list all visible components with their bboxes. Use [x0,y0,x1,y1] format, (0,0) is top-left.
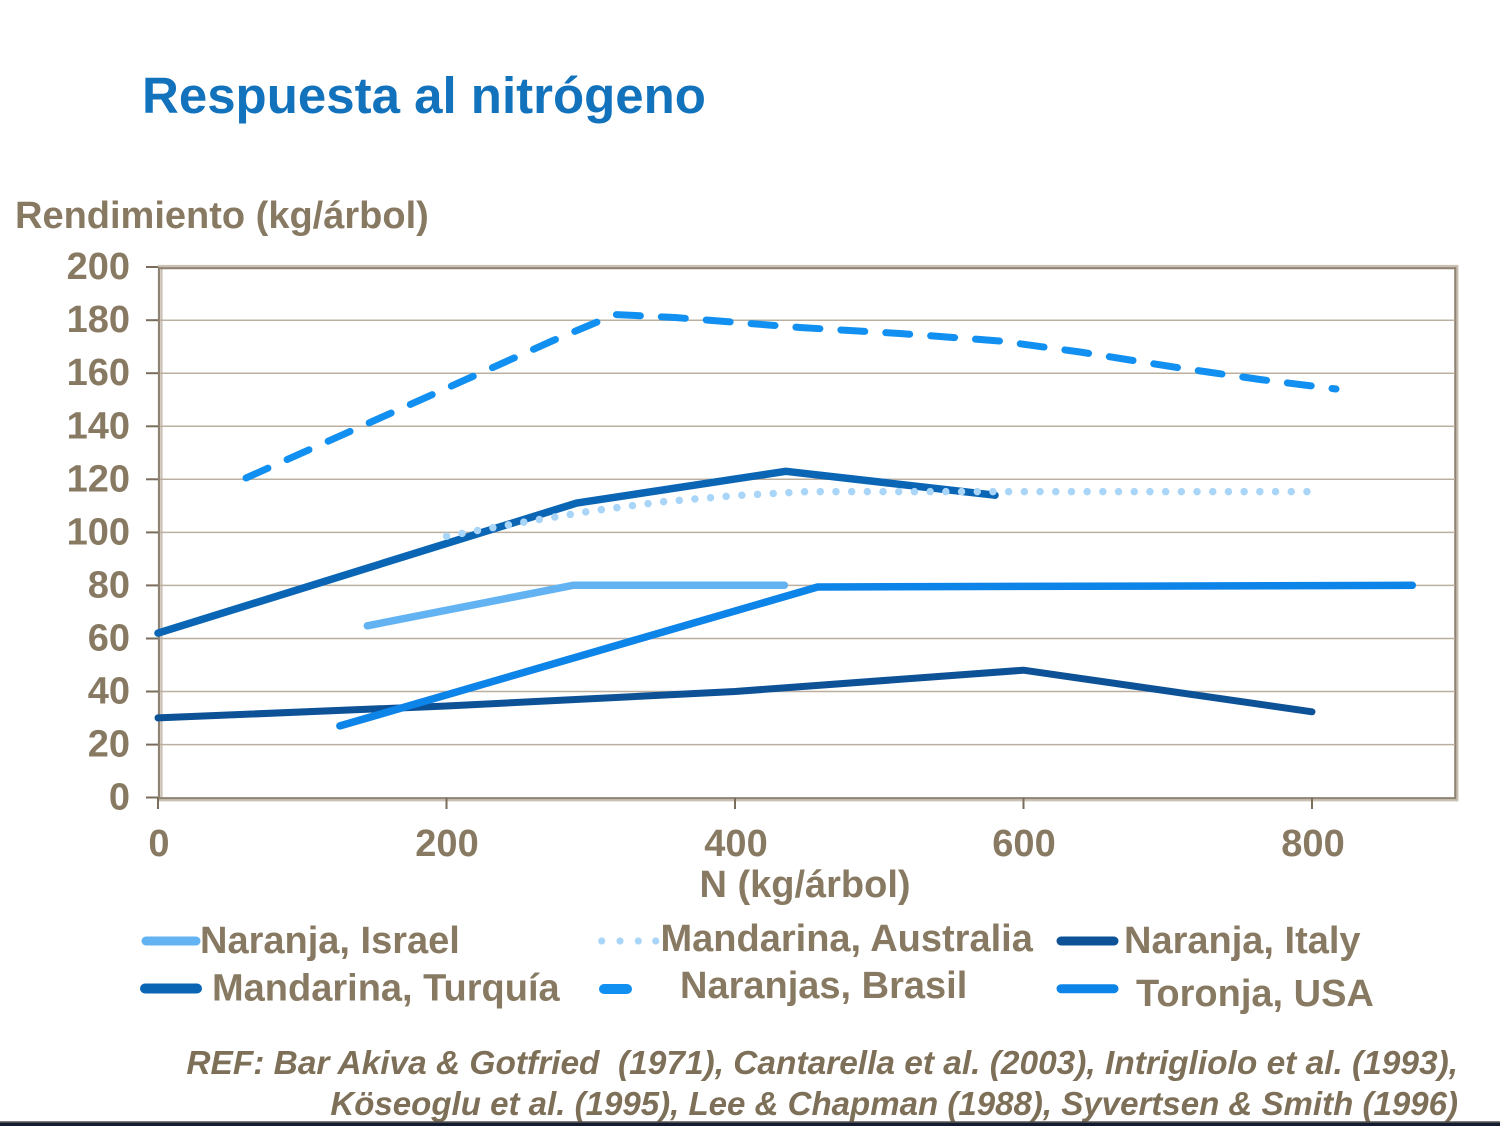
svg-text:20: 20 [88,724,130,766]
svg-text:N (kg/árbol): N (kg/árbol) [699,864,910,906]
svg-text:800: 800 [1281,823,1344,865]
svg-text:REF: Bar Akiva & Gotfried (19: REF: Bar Akiva & Gotfried (1971), Cantar… [186,1045,1458,1082]
svg-text:600: 600 [992,823,1055,865]
svg-text:Köseoglu et al. (1995), Lee &: Köseoglu et al. (1995), Lee & Chapman (1… [330,1086,1458,1123]
svg-text:Respuesta al nitrógeno: Respuesta al nitrógeno [142,67,706,124]
svg-text:Naranja, Italy: Naranja, Italy [1124,920,1361,962]
svg-text:200: 200 [415,823,478,865]
svg-text:Naranja, Israel: Naranja, Israel [200,920,460,962]
svg-text:Toronja, USA: Toronja, USA [1136,973,1374,1015]
svg-text:140: 140 [67,405,130,447]
svg-text:Naranjas, Brasil: Naranjas, Brasil [680,965,967,1007]
svg-text:120: 120 [67,458,130,500]
svg-text:180: 180 [67,299,130,341]
svg-text:400: 400 [704,823,767,865]
svg-text:Rendimiento (kg/árbol): Rendimiento (kg/árbol) [15,195,429,237]
svg-text:160: 160 [67,352,130,394]
svg-text:100: 100 [67,511,130,553]
svg-text:80: 80 [88,564,130,606]
svg-text:Mandarina, Turquía: Mandarina, Turquía [212,968,561,1010]
svg-text:60: 60 [88,618,130,660]
svg-text:0: 0 [109,777,130,819]
svg-text:40: 40 [88,671,130,713]
svg-text:200: 200 [67,246,130,288]
svg-text:Mandarina, Australia: Mandarina, Australia [661,918,1034,960]
svg-text:0: 0 [148,823,169,865]
